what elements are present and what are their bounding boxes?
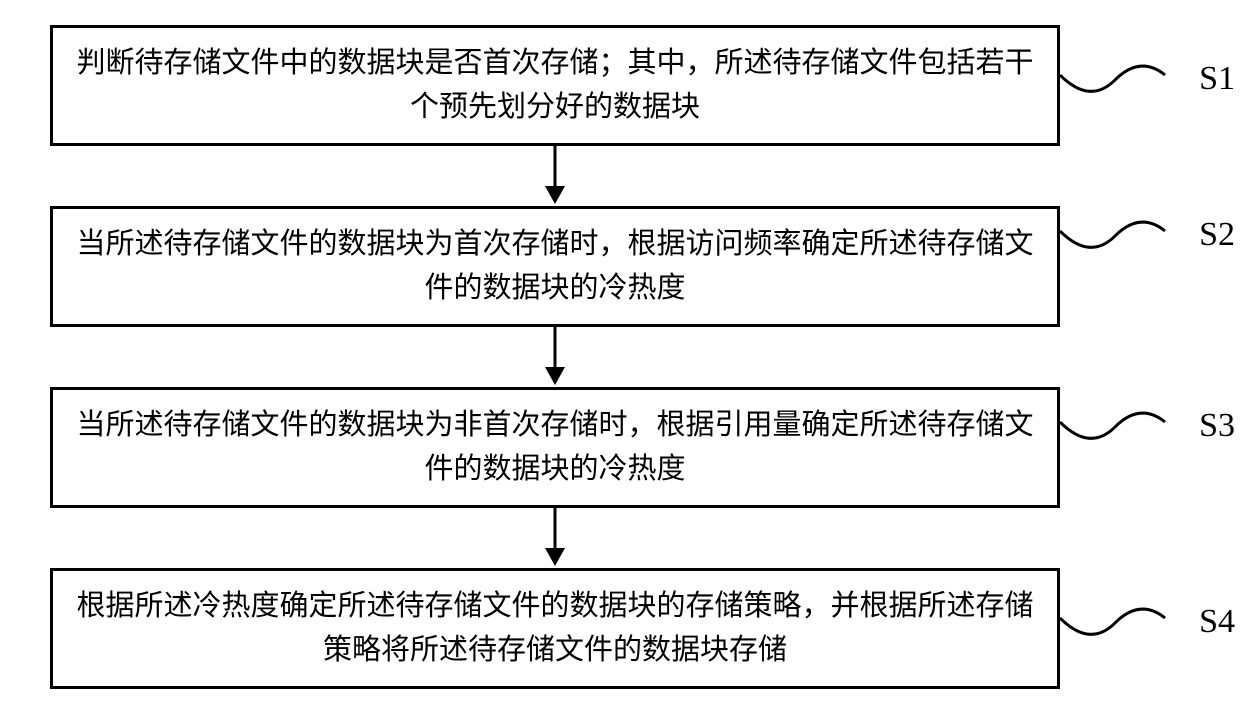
step-text-4: 根据所述冷热度确定所述待存储文件的数据块的存储策略，并根据所述存储策略将所述待存… — [73, 585, 1037, 672]
arrow-2 — [50, 327, 1060, 387]
step-wrapper-2: 当所述待存储文件的数据块为首次存储时，根据访问频率确定所述待存储文件的数据块的冷… — [50, 206, 1060, 327]
step-label-4: S4 — [1199, 603, 1235, 641]
step-label-1: S1 — [1199, 60, 1235, 98]
arrow-down-icon — [535, 508, 575, 568]
step-label-2: S2 — [1199, 216, 1235, 254]
arrow-3 — [50, 508, 1060, 568]
arrow-1 — [50, 146, 1060, 206]
step-wrapper-4: 根据所述冷热度确定所述待存储文件的数据块的存储策略，并根据所述存储策略将所述待存… — [50, 568, 1060, 689]
step-text-1: 判断待存储文件中的数据块是否首次存储；其中，所述待存储文件包括若干个预先划分好的… — [73, 42, 1037, 129]
step-box-3: 当所述待存储文件的数据块为非首次存储时，根据引用量确定所述待存储文件的数据块的冷… — [50, 387, 1060, 508]
arrow-down-icon — [535, 146, 575, 206]
step-box-1: 判断待存储文件中的数据块是否首次存储；其中，所述待存储文件包括若干个预先划分好的… — [50, 25, 1060, 146]
step-wrapper-1: 判断待存储文件中的数据块是否首次存储；其中，所述待存储文件包括若干个预先划分好的… — [50, 25, 1060, 146]
step-box-4: 根据所述冷热度确定所述待存储文件的数据块的存储策略，并根据所述存储策略将所述待存… — [50, 568, 1060, 689]
arrow-down-icon — [535, 327, 575, 387]
step-text-2: 当所述待存储文件的数据块为首次存储时，根据访问频率确定所述待存储文件的数据块的冷… — [73, 223, 1037, 310]
flowchart-container: 判断待存储文件中的数据块是否首次存储；其中，所述待存储文件包括若干个预先划分好的… — [50, 25, 1060, 689]
step-box-2: 当所述待存储文件的数据块为首次存储时，根据访问频率确定所述待存储文件的数据块的冷… — [50, 206, 1060, 327]
step-label-3: S3 — [1199, 407, 1235, 445]
step-wrapper-3: 当所述待存储文件的数据块为非首次存储时，根据引用量确定所述待存储文件的数据块的冷… — [50, 387, 1060, 508]
step-text-3: 当所述待存储文件的数据块为非首次存储时，根据引用量确定所述待存储文件的数据块的冷… — [73, 404, 1037, 491]
